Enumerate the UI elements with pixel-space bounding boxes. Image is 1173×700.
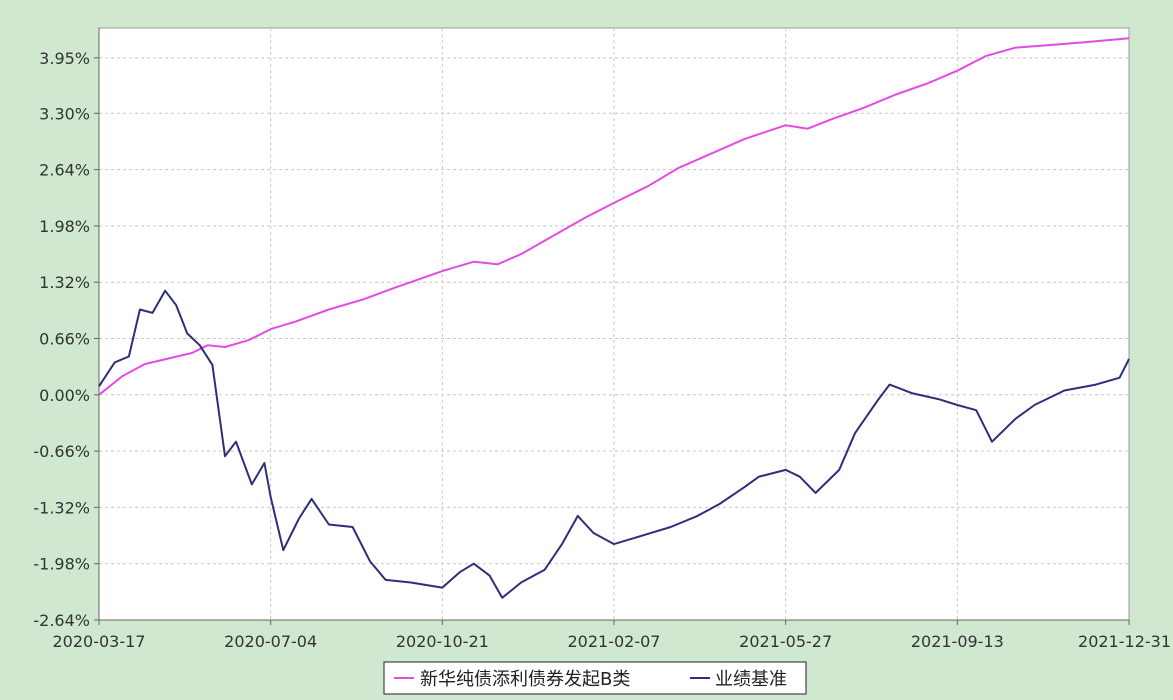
x-tick-label-2: 2020-10-21 — [396, 632, 489, 651]
x-tick-label-3: 2021-02-07 — [568, 632, 661, 651]
legend-box — [383, 661, 807, 695]
y-tick-label-9: -1.98% — [33, 555, 90, 574]
x-tick-label-4: 2021-05-27 — [739, 632, 832, 651]
x-tick-label-0: 2020-03-17 — [53, 632, 146, 651]
series-lines — [98, 37, 1130, 599]
legend: 新华纯债添利债券发起B类 业绩基准 — [383, 661, 807, 695]
legend-label-series-1: 新华纯债添利债券发起B类 — [420, 669, 630, 690]
x-tick-label-6: 2021-12-31 — [1078, 632, 1171, 651]
series-line-1 — [98, 37, 1130, 396]
y-tick-labels: 3.95% 3.30% 2.64% 1.98% 1.32% 0.66% 0.00% -0.66… — [33, 49, 90, 630]
x-tick-labels: 2020-03-17 2020-07-04 2020-10-21 2021-02-07… — [53, 632, 1171, 651]
axes — [94, 28, 1130, 625]
y-tick-label-1: 3.30% — [39, 104, 90, 123]
y-tick-label-6: 0.00% — [39, 386, 90, 405]
y-tick-label-4: 1.32% — [39, 273, 90, 292]
y-tick-label-3: 1.98% — [39, 217, 90, 236]
grid-lines — [99, 28, 1129, 621]
x-tick-label-1: 2020-07-04 — [224, 632, 317, 651]
legend-label-series-2: 业绩基准 — [715, 669, 787, 690]
series-line-2 — [98, 289, 1130, 599]
y-tick-label-8: -1.32% — [33, 498, 90, 517]
x-tick-label-5: 2021-09-13 — [911, 632, 1004, 651]
y-tick-label-5: 0.66% — [39, 330, 90, 349]
y-tick-label-10: -2.64% — [33, 611, 90, 630]
y-tick-label-0: 3.95% — [39, 49, 90, 68]
y-tick-label-7: -0.66% — [33, 442, 90, 461]
y-tick-label-2: 2.64% — [39, 161, 90, 180]
